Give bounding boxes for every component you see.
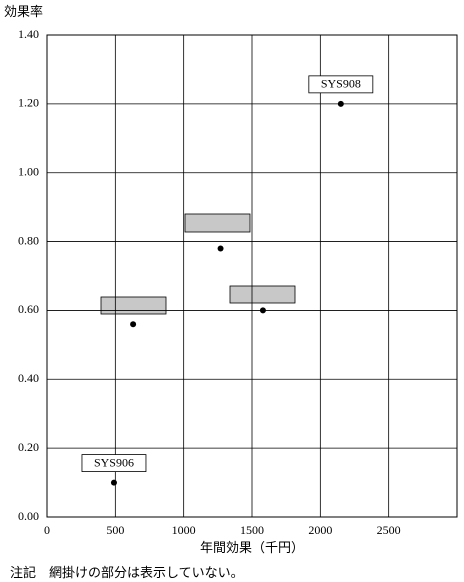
y-tick-label: 0.40 (18, 371, 39, 385)
hidden-label (100, 296, 167, 315)
point-label-box (81, 454, 147, 472)
y-tick-label: 0.80 (18, 233, 39, 247)
point-label: SYS906 (94, 455, 134, 469)
x-axis-label: 年間効果（千円） (200, 540, 304, 555)
x-tick-label: 2500 (377, 523, 401, 537)
y-tick-label: 0.00 (18, 509, 39, 523)
y-tick-label: 1.00 (18, 164, 39, 178)
point (110, 479, 117, 486)
x-tick-label: 2000 (308, 523, 332, 537)
x-tick-label: 1500 (240, 523, 264, 537)
x-tick-label: 1000 (172, 523, 196, 537)
x-tick-label: 500 (106, 523, 124, 537)
note: 注記 網掛けの部分は表示していない。 (10, 565, 244, 580)
hidden-label (184, 213, 251, 233)
y-tick-label: 1.20 (18, 96, 39, 110)
y-tick-label: 0.20 (18, 440, 39, 454)
point (217, 245, 224, 252)
y-tick-label: 0.60 (18, 302, 39, 316)
x-tick-label: 0 (44, 523, 50, 537)
point (337, 100, 344, 107)
y-axis-label: 効果率 (4, 4, 43, 19)
point (259, 307, 266, 314)
hidden-label (229, 285, 296, 304)
point-label-box (308, 75, 374, 94)
y-tick-label: 1.40 (18, 27, 39, 41)
point (130, 321, 137, 328)
point-label: SYS908 (321, 77, 361, 91)
